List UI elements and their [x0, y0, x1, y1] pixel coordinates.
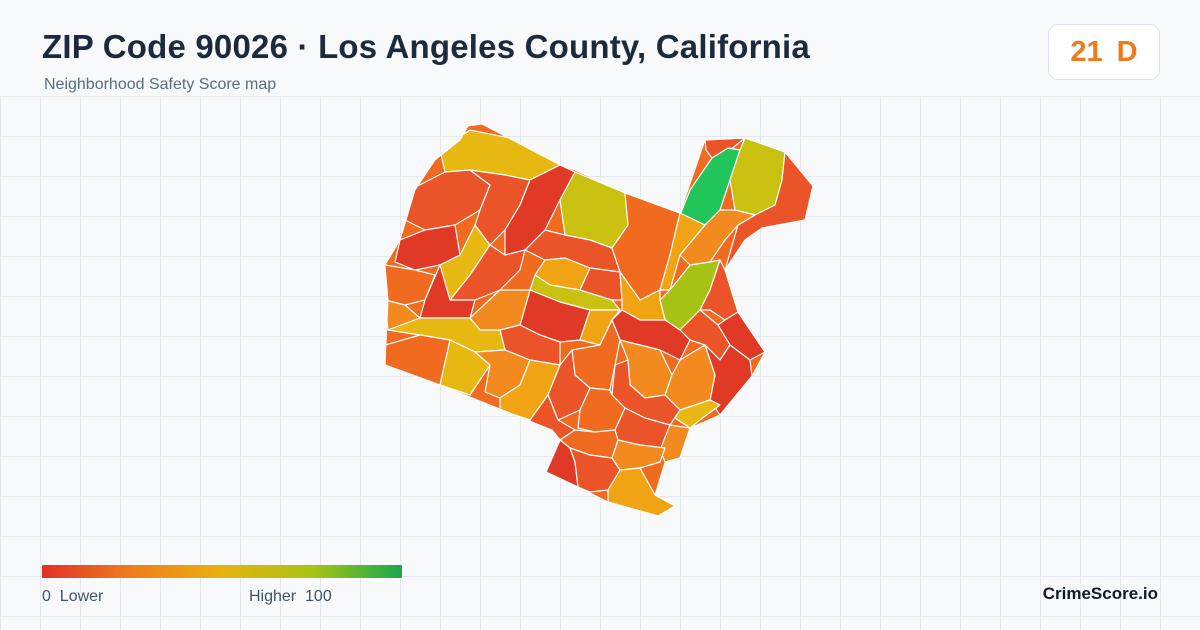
- map-region: [611, 439, 666, 471]
- map-region: [579, 267, 623, 301]
- page-title: ZIP Code 90026 · Los Angeles County, Cal…: [42, 28, 810, 65]
- map-region: [579, 309, 621, 346]
- legend-min-value: 0: [42, 588, 51, 605]
- legend-min-label: 0 Lower: [42, 588, 103, 606]
- legend-max-value: 100: [305, 588, 332, 605]
- legend-min-text: Lower: [59, 588, 104, 605]
- safety-score-value: 21: [1070, 35, 1103, 68]
- page-subtitle: Neighborhood Safety Score map: [44, 76, 277, 93]
- zip-boundary-outline: [384, 123, 814, 517]
- map-region: [469, 169, 531, 246]
- brand-logo-text: CrimeScore.io: [1042, 584, 1158, 603]
- map-region: [607, 467, 676, 516]
- safety-score-grade: D: [1116, 35, 1138, 68]
- legend-color-scale: [42, 565, 402, 578]
- legend-labels: 0 Lower Higher 100: [42, 588, 402, 608]
- map-region: [439, 339, 491, 396]
- legend-max-text: Higher: [249, 588, 297, 605]
- map-region: [679, 209, 756, 266]
- map-region: [385, 334, 451, 386]
- legend-max-label: Higher 100: [249, 588, 332, 606]
- safety-score-card: 21 D: [1048, 24, 1160, 80]
